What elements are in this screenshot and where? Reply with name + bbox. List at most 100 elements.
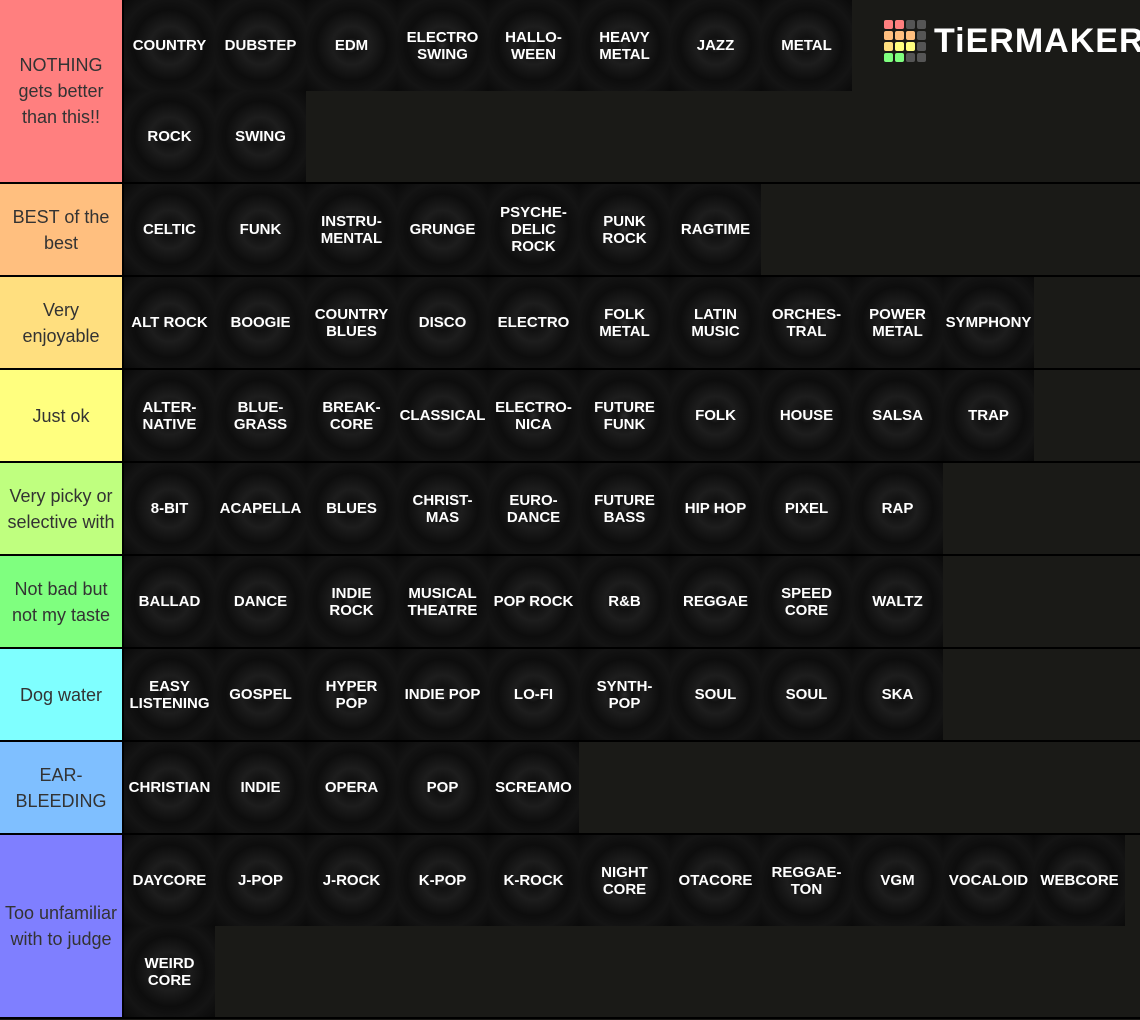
tier-item[interactable]: INDIE POP <box>397 649 488 740</box>
tier-item[interactable]: SCREAMO <box>488 742 579 833</box>
tier-item[interactable]: PIXEL <box>761 463 852 554</box>
tier-item[interactable]: ELECTRO- NICA <box>488 370 579 461</box>
tier-item[interactable]: SWING <box>215 91 306 182</box>
tier-item[interactable]: GOSPEL <box>215 649 306 740</box>
tier-item[interactable]: OPERA <box>306 742 397 833</box>
tier-item[interactable]: ORCHES- TRAL <box>761 277 852 368</box>
tier-item[interactable]: SKA <box>852 649 943 740</box>
tier-item[interactable]: FUNK <box>215 184 306 275</box>
tier-item[interactable]: WALTZ <box>852 556 943 647</box>
tier-item[interactable]: DANCE <box>215 556 306 647</box>
tier-item[interactable]: J-POP <box>215 835 306 926</box>
tier-row: EAR-BLEEDING CHRISTIAN INDIE OPERA POP SCREAM… <box>0 742 1140 835</box>
tier-item[interactable]: METAL <box>761 0 852 91</box>
tier-item[interactable]: ELECTRO SWING <box>397 0 488 91</box>
tier-item[interactable]: HEAVY METAL <box>579 0 670 91</box>
tier-item[interactable]: BLUES <box>306 463 397 554</box>
tier-item[interactable]: TRAP <box>943 370 1034 461</box>
tier-item[interactable]: FOLK METAL <box>579 277 670 368</box>
tier-item[interactable]: FUTURE BASS <box>579 463 670 554</box>
tier-item[interactable]: FOLK <box>670 370 761 461</box>
tier-item[interactable]: DISCO <box>397 277 488 368</box>
tier-item[interactable]: WEIRD CORE <box>124 926 215 1017</box>
tier-label: Dog water <box>0 649 124 740</box>
tier-item[interactable]: CLASSICAL <box>397 370 488 461</box>
tier-item[interactable]: FUTURE FUNK <box>579 370 670 461</box>
tier-item[interactable]: VGM <box>852 835 943 926</box>
tier-item[interactable]: EURO- DANCE <box>488 463 579 554</box>
tier-item[interactable]: INDIE <box>215 742 306 833</box>
tier-item[interactable]: ROCK <box>124 91 215 182</box>
tier-item[interactable]: HYPER POP <box>306 649 397 740</box>
tier-row: Just ok ALTER- NATIVE BLUE- GRASS BREAK- CO… <box>0 370 1140 463</box>
tier-item[interactable]: COUNTRY <box>124 0 215 91</box>
tier-item[interactable]: SALSA <box>852 370 943 461</box>
tier-item[interactable]: LATIN MUSIC <box>670 277 761 368</box>
tier-item[interactable]: EDM <box>306 0 397 91</box>
tier-item[interactable]: ACAPELLA <box>215 463 306 554</box>
tier-items: COUNTRY DUBSTEP EDM ELECTRO SWING HALLO- WEE… <box>124 0 1138 182</box>
tier-item[interactable]: POWER METAL <box>852 277 943 368</box>
tier-item[interactable]: DAYCORE <box>124 835 215 926</box>
tier-item[interactable]: R&B <box>579 556 670 647</box>
tier-items: ALTER- NATIVE BLUE- GRASS BREAK- CORE CLASS… <box>124 370 1138 461</box>
tier-item[interactable]: VOCALOID <box>943 835 1034 926</box>
tier-items: 8-BIT ACAPELLA BLUES CHRIST- MAS EURO- DANCE… <box>124 463 1138 554</box>
tier-item[interactable]: ALTER- NATIVE <box>124 370 215 461</box>
tier-item[interactable]: COUNTRY BLUES <box>306 277 397 368</box>
tier-item[interactable]: ALT ROCK <box>124 277 215 368</box>
tier-items: CHRISTIAN INDIE OPERA POP SCREAMO <box>124 742 1138 833</box>
tier-item[interactable]: J-ROCK <box>306 835 397 926</box>
tier-item[interactable]: PUNK ROCK <box>579 184 670 275</box>
tier-item[interactable]: EASY LISTENING <box>124 649 215 740</box>
tier-item[interactable]: INDIE ROCK <box>306 556 397 647</box>
tier-items: ALT ROCK BOOGIE COUNTRY BLUES DISCO ELECTRO F… <box>124 277 1138 368</box>
tier-item[interactable]: REGGAE <box>670 556 761 647</box>
tier-item[interactable]: PSYCHE- DELIC ROCK <box>488 184 579 275</box>
tier-item[interactable]: JAZZ <box>670 0 761 91</box>
tier-item[interactable]: INSTRU- MENTAL <box>306 184 397 275</box>
tier-item[interactable]: 8-BIT <box>124 463 215 554</box>
tier-item[interactable]: GRUNGE <box>397 184 488 275</box>
tier-item[interactable]: HALLO- WEEN <box>488 0 579 91</box>
tier-item[interactable]: NIGHT CORE <box>579 835 670 926</box>
tier-item[interactable]: LO-FI <box>488 649 579 740</box>
tier-item[interactable]: BREAK- CORE <box>306 370 397 461</box>
tier-item[interactable]: HIP HOP <box>670 463 761 554</box>
tier-item[interactable]: POP <box>397 742 488 833</box>
tier-item[interactable]: K-ROCK <box>488 835 579 926</box>
tier-item[interactable]: POP ROCK <box>488 556 579 647</box>
tier-item[interactable]: SOUL <box>761 649 852 740</box>
tier-items: CELTIC FUNK INSTRU- MENTAL GRUNGE PSYCHE- DE… <box>124 184 1138 275</box>
tier-item[interactable]: BLUE- GRASS <box>215 370 306 461</box>
tier-item[interactable]: SYNTH- POP <box>579 649 670 740</box>
tier-item[interactable]: DUBSTEP <box>215 0 306 91</box>
tier-item[interactable]: OTACORE <box>670 835 761 926</box>
tier-item[interactable]: SYMPHONY <box>943 277 1034 368</box>
tier-item[interactable]: CELTIC <box>124 184 215 275</box>
tier-row: Not bad but not my taste BALLAD DANCE INDIE… <box>0 556 1140 649</box>
tier-items: BALLAD DANCE INDIE ROCK MUSICAL THEATRE POP … <box>124 556 1138 647</box>
tier-item[interactable]: RAP <box>852 463 943 554</box>
tier-item[interactable]: RAGTIME <box>670 184 761 275</box>
tier-label: EAR-BLEEDING <box>0 742 124 833</box>
tier-item[interactable]: WEBCORE <box>1034 835 1125 926</box>
tier-item[interactable]: MUSICAL THEATRE <box>397 556 488 647</box>
tier-item[interactable]: HOUSE <box>761 370 852 461</box>
tier-label: Very enjoyable <box>0 277 124 368</box>
tier-item[interactable]: CHRIST- MAS <box>397 463 488 554</box>
tier-item[interactable]: REGGAE- TON <box>761 835 852 926</box>
tier-label: Just ok <box>0 370 124 461</box>
tier-item[interactable]: ELECTRO <box>488 277 579 368</box>
tier-item[interactable]: SPEED CORE <box>761 556 852 647</box>
tier-item[interactable]: BALLAD <box>124 556 215 647</box>
tier-item[interactable]: K-POP <box>397 835 488 926</box>
tier-row: Very picky or selective with 8-BIT ACAPELL… <box>0 463 1140 556</box>
tier-item[interactable]: BOOGIE <box>215 277 306 368</box>
tier-item[interactable]: CHRISTIAN <box>124 742 215 833</box>
tier-item[interactable]: SOUL <box>670 649 761 740</box>
tier-row: Too unfamiliar with to judge DAYCORE J-POP… <box>0 835 1140 1019</box>
tier-label: Very picky or selective with <box>0 463 124 554</box>
